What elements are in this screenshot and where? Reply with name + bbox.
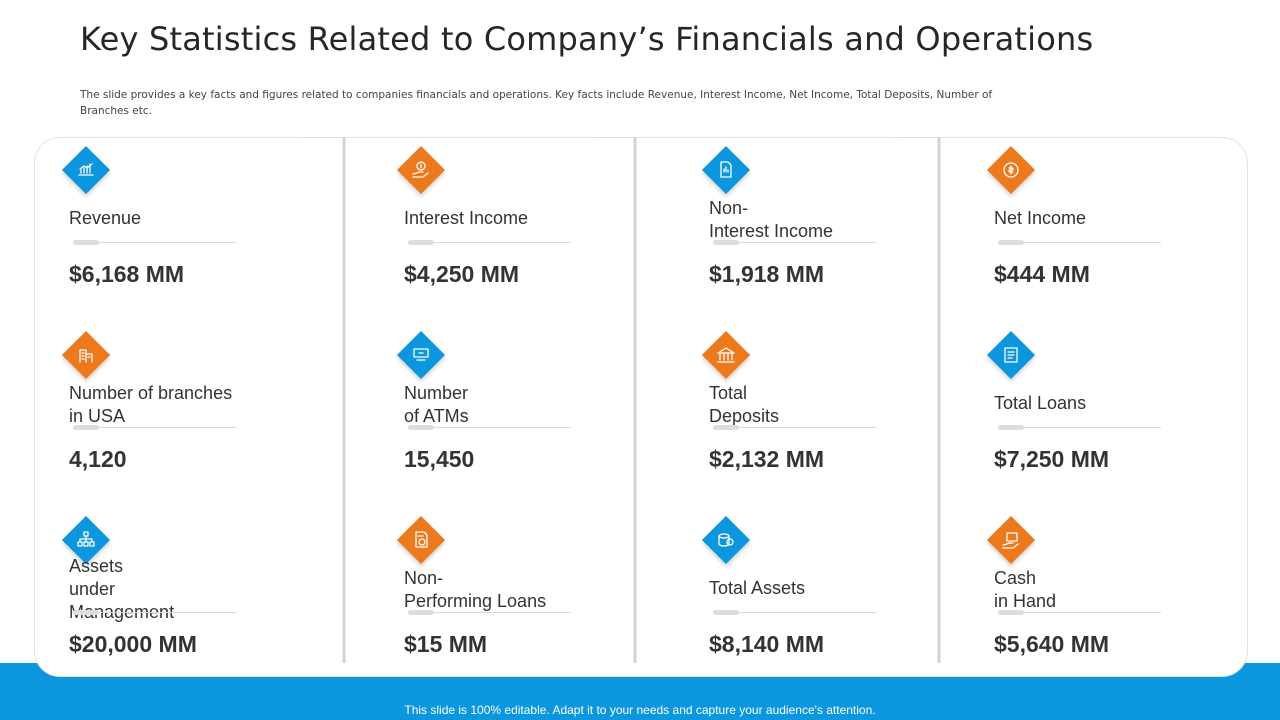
stat-divider: [73, 240, 236, 245]
stat-value: $444 MM: [994, 261, 1090, 287]
stat-value: $20,000 MM: [69, 631, 197, 657]
stat-divider: [408, 240, 571, 245]
stat-divider: [998, 425, 1161, 430]
stat-value: 4,120: [69, 446, 127, 472]
stat-value: $4,250 MM: [404, 261, 520, 287]
page-subtitle: The slide provides a key facts and figur…: [80, 89, 993, 117]
stat-label: Total Assets: [709, 578, 806, 598]
stat-label: Net Income: [994, 208, 1087, 228]
stat-label: Cash in Hand: [994, 568, 1057, 611]
stat-label: Number of branches in USA: [69, 383, 233, 426]
stat-divider: [998, 240, 1161, 245]
org-chart-icon: [62, 516, 110, 564]
stat-divider: [408, 610, 571, 615]
stat-label: Revenue: [69, 208, 142, 228]
column-divider-2: [583, 137, 637, 663]
stat-value: $1,918 MM: [709, 261, 825, 287]
stat-divider: [998, 610, 1161, 615]
stats-panel: [34, 137, 1248, 677]
stat-label: Non- Interest Income: [709, 198, 834, 241]
stat-divider: [73, 425, 236, 430]
bank-icon: [702, 331, 750, 379]
atm-icon: [397, 331, 445, 379]
column-divider-3: [887, 137, 941, 663]
stat-value: 15,450: [404, 446, 475, 472]
document-dollar-icon: [702, 146, 750, 194]
stat-label: Assets under Management: [69, 556, 175, 622]
stat-value: $6,168 MM: [69, 261, 185, 287]
stat-divider: [73, 610, 236, 615]
stat-divider: [713, 610, 876, 615]
stat-value: $7,250 MM: [994, 446, 1110, 472]
stat-label: Number of ATMs: [404, 383, 469, 426]
dollar-hand-icon: [397, 146, 445, 194]
stat-label: Total Deposits: [709, 383, 780, 426]
stat-label: Total Loans: [994, 393, 1087, 413]
loan-icon: [987, 331, 1035, 379]
page-title: Key Statistics Related to Company’s Fina…: [80, 20, 1094, 58]
branches-icon: [62, 331, 110, 379]
dollar-cycle-icon: [987, 146, 1035, 194]
stat-label: Non- Performing Loans: [404, 568, 547, 611]
document-stamp-icon: [397, 516, 445, 564]
column-divider-1: [292, 137, 346, 663]
footer-note: This slide is 100% editable. Adapt it to…: [404, 703, 876, 717]
cash-hand-icon: [987, 516, 1035, 564]
stat-value: $2,132 MM: [709, 446, 825, 472]
stat-divider: [713, 425, 876, 430]
stat-label: Interest Income: [404, 208, 529, 228]
stat-value: $8,140 MM: [709, 631, 825, 657]
stat-value: $15 MM: [404, 631, 488, 657]
stat-value: $5,640 MM: [994, 631, 1110, 657]
stat-divider: [408, 425, 571, 430]
stat-divider: [713, 240, 876, 245]
revenue-chart-icon: [62, 146, 110, 194]
coins-icon: [702, 516, 750, 564]
